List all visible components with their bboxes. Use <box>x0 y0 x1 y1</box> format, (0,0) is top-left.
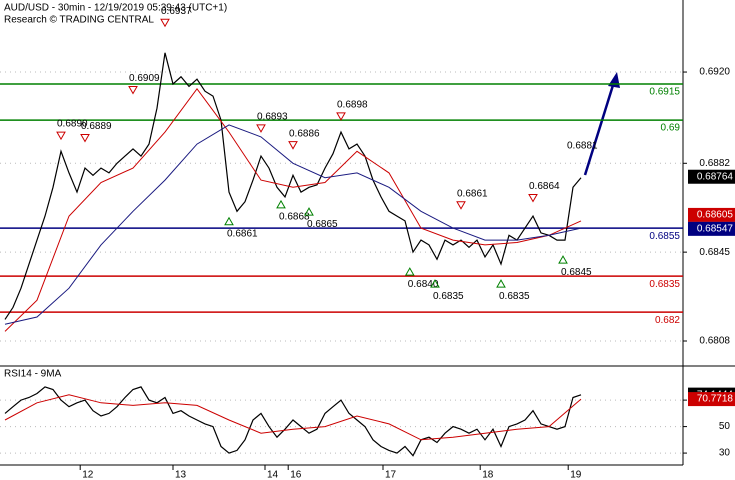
annotation-label: 0.6835 <box>499 291 530 302</box>
x-tick-label: 18 <box>482 470 494 480</box>
x-tick-label: 12 <box>82 470 94 480</box>
annotation-label: 0.6886 <box>289 128 320 139</box>
annotation-label: 0.6868 <box>279 212 310 223</box>
high-marker <box>80 133 90 143</box>
x-tick-label: 16 <box>290 470 302 480</box>
price-box-label: 0.68764 <box>697 171 734 182</box>
x-tick-label: 17 <box>385 470 397 480</box>
series-line <box>4 52 582 320</box>
price-box-label: 70.7718 <box>697 394 734 405</box>
low-marker <box>224 216 234 226</box>
y-tick-label: 0.6920 <box>699 67 730 78</box>
low-marker <box>430 279 440 288</box>
level-label: 0.6835 <box>649 279 680 290</box>
price-box <box>688 392 735 407</box>
annotation-label: 0.6881 <box>567 140 598 151</box>
x-tick-label: 14 <box>267 470 279 480</box>
level-label: 0.682 <box>655 315 680 326</box>
series-line <box>4 124 582 325</box>
price-box-label: 0.68547 <box>697 223 734 234</box>
annotation-label: 0.6890 <box>57 119 88 130</box>
y-tick-label: 0.6845 <box>699 247 730 258</box>
annotation-label: 0.6864 <box>529 181 560 192</box>
low-marker <box>276 199 286 209</box>
high-marker <box>256 124 266 133</box>
price-box-label: 0.68605 <box>697 210 734 221</box>
annotation-label: 0.6865 <box>307 219 338 230</box>
x-tick-label: 19 <box>570 470 582 480</box>
y-tick-label: 30 <box>719 448 731 459</box>
annotation-label: 0.6937 <box>161 6 192 17</box>
series-line <box>4 394 582 441</box>
high-marker <box>128 85 138 95</box>
level-label: 0.69 <box>661 123 681 134</box>
y-tick-label: 0.6808 <box>699 336 730 347</box>
y-tick-label: 0.6882 <box>699 158 730 169</box>
annotation-label: 0.6840 <box>408 279 439 290</box>
y-tick-label: 50 <box>719 421 731 432</box>
high-marker <box>528 194 538 203</box>
high-marker <box>288 141 298 150</box>
price-box <box>688 221 735 236</box>
level-label: 0.6855 <box>649 231 680 242</box>
forecast-arrow <box>583 81 616 176</box>
low-marker <box>304 207 314 216</box>
annotation-label: 0.6861 <box>227 228 258 239</box>
annotation-label: 0.6889 <box>81 121 112 132</box>
annotation-label: 0.6861 <box>457 188 488 199</box>
high-marker <box>336 112 346 121</box>
chart-subtitle: Research © TRADING CENTRAL <box>4 15 154 26</box>
rsi-title: RSI14 - 9MA <box>4 369 62 380</box>
low-marker <box>558 255 568 264</box>
price-box <box>688 169 735 184</box>
low-marker <box>404 267 415 276</box>
x-tick-label: 13 <box>175 470 187 480</box>
low-marker <box>496 279 506 288</box>
chart-title: AUD/USD - 30min - 12/19/2019 05:39:43 (U… <box>4 3 227 14</box>
annotation-label: 0.6835 <box>433 291 464 302</box>
level-label: 0.6915 <box>649 87 680 98</box>
series-line <box>4 386 582 457</box>
annotation-label: 0.6845 <box>561 267 592 278</box>
high-marker <box>456 201 466 210</box>
annotation-label: 0.6909 <box>129 73 160 84</box>
annotation-label: 0.6898 <box>337 100 368 111</box>
series-line <box>4 87 582 332</box>
price-box <box>688 207 735 222</box>
high-marker <box>160 18 170 28</box>
high-marker <box>56 131 66 141</box>
annotation-label: 0.6893 <box>257 112 288 123</box>
